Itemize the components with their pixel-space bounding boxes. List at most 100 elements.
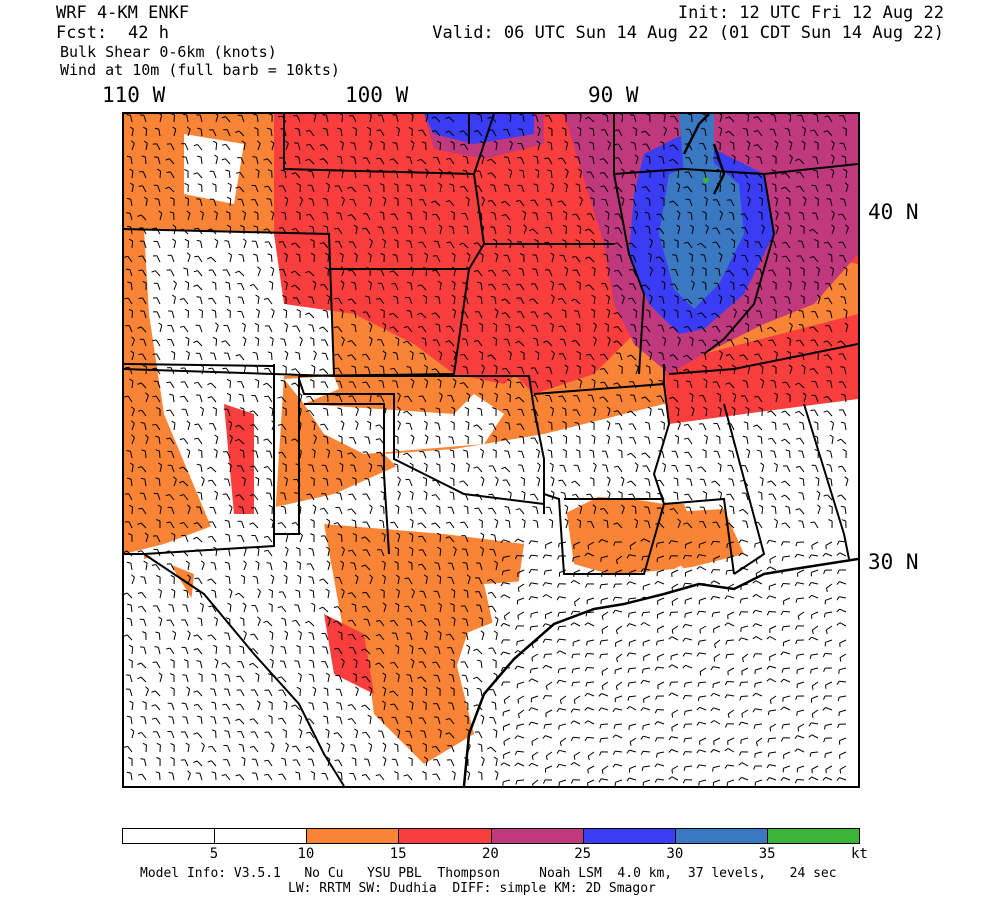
wind-barb xyxy=(815,185,819,193)
wind-barb xyxy=(662,157,665,165)
wind-barb xyxy=(503,594,511,599)
wind-barb xyxy=(280,396,287,403)
wind-barb xyxy=(731,479,735,487)
wind-barb xyxy=(704,255,707,263)
wind-barb-flag xyxy=(368,114,372,116)
wind-barb-flag xyxy=(534,168,539,172)
wind-barb xyxy=(797,748,805,753)
wind-barb xyxy=(509,381,512,389)
wind-barb-flag xyxy=(392,142,397,144)
wind-barb-flag xyxy=(152,367,157,370)
wind-barb-flag xyxy=(264,731,269,733)
wind-barb-flag xyxy=(649,266,653,270)
wind-barb-flag xyxy=(347,718,352,721)
wind-barb xyxy=(816,171,819,179)
wind-barb xyxy=(686,368,693,375)
wind-barb xyxy=(394,213,399,221)
wind-barb-flag xyxy=(668,555,672,560)
wind-barb-flag xyxy=(239,617,244,620)
wind-barb xyxy=(449,633,455,641)
wind-barb xyxy=(508,507,511,515)
wind-barb xyxy=(817,269,820,277)
wind-barb-flag xyxy=(326,756,331,760)
wind-barb xyxy=(336,620,343,627)
wind-barb xyxy=(213,171,217,179)
wind-barb-flag xyxy=(816,294,821,298)
wind-barb-flag xyxy=(544,157,549,160)
wind-barb xyxy=(309,144,315,151)
wind-barb-flag xyxy=(673,379,678,382)
wind-barb xyxy=(615,763,623,767)
wind-barb xyxy=(629,737,637,743)
wind-barb xyxy=(366,451,371,459)
wind-barb-flag xyxy=(725,570,728,575)
wind-barb-flag xyxy=(542,638,546,643)
wind-barb-flag xyxy=(418,507,423,510)
wind-barb xyxy=(741,637,749,641)
wind-barb-flag xyxy=(705,224,709,228)
wind-barb-flag xyxy=(600,185,605,188)
wind-barb-flag xyxy=(224,240,229,242)
wind-barb-flag xyxy=(731,252,736,256)
wind-barb xyxy=(479,563,483,571)
wind-barb-flag xyxy=(697,466,702,469)
wind-barb-flag xyxy=(462,562,467,564)
wind-barb-flag xyxy=(432,339,437,341)
wind-barb xyxy=(523,213,527,221)
wind-barb xyxy=(615,750,623,753)
wind-barb xyxy=(712,540,721,543)
wind-barb xyxy=(243,633,247,641)
wind-barb-flag xyxy=(634,462,639,466)
wind-barb-flag xyxy=(809,752,812,757)
wind-barb xyxy=(355,661,358,669)
wind-barb xyxy=(671,569,679,574)
wind-barb xyxy=(254,199,259,207)
wind-barb-flag xyxy=(576,518,581,522)
wind-barb xyxy=(698,582,707,585)
wind-barb xyxy=(730,423,735,431)
wind-barb-flag xyxy=(630,183,635,186)
wind-barb xyxy=(799,466,805,473)
wind-barb-flag xyxy=(353,658,358,662)
wind-barb xyxy=(783,695,791,699)
wind-barb xyxy=(789,283,792,291)
wind-barb xyxy=(423,409,427,417)
wind-barb xyxy=(185,605,189,613)
wind-barb xyxy=(535,325,539,333)
wind-barb-flag xyxy=(725,270,730,273)
wind-barb xyxy=(130,451,133,459)
lat-label-30n: 30 N xyxy=(868,550,919,574)
wind-barb-flag xyxy=(710,580,715,584)
wind-barb xyxy=(825,681,833,686)
wind-barb-flag xyxy=(516,297,521,299)
wind-barb-flag xyxy=(299,336,303,340)
wind-barb-flag xyxy=(738,721,742,726)
wind-barb-flag xyxy=(682,751,686,756)
wind-barb-flag xyxy=(520,476,525,480)
wind-barb xyxy=(817,297,821,305)
wind-barb xyxy=(643,723,651,727)
wind-barb-flag xyxy=(362,227,367,230)
wind-barb-flag xyxy=(710,707,714,712)
wind-barb xyxy=(439,381,442,389)
wind-barb xyxy=(662,353,665,361)
wind-barb-flag xyxy=(368,322,373,326)
wind-barb xyxy=(648,423,651,431)
wind-barb-flag xyxy=(683,368,688,372)
wind-barb xyxy=(551,283,555,291)
wind-barb-flag xyxy=(158,210,163,214)
wind-barb-flag xyxy=(403,410,408,414)
wind-barb xyxy=(299,717,303,725)
wind-barb xyxy=(131,171,134,179)
wind-barb-flag xyxy=(683,241,689,244)
wind-barb-flag xyxy=(746,448,750,452)
wind-barb-flag xyxy=(235,718,240,721)
wind-barb xyxy=(158,129,161,137)
wind-barb xyxy=(560,695,567,701)
wind-barb xyxy=(607,437,611,445)
wind-barb-flag xyxy=(563,182,568,186)
wind-barb-flag xyxy=(794,735,798,740)
wind-barb-flag xyxy=(490,533,495,536)
wind-barb xyxy=(565,367,569,375)
wind-barb xyxy=(845,170,848,179)
